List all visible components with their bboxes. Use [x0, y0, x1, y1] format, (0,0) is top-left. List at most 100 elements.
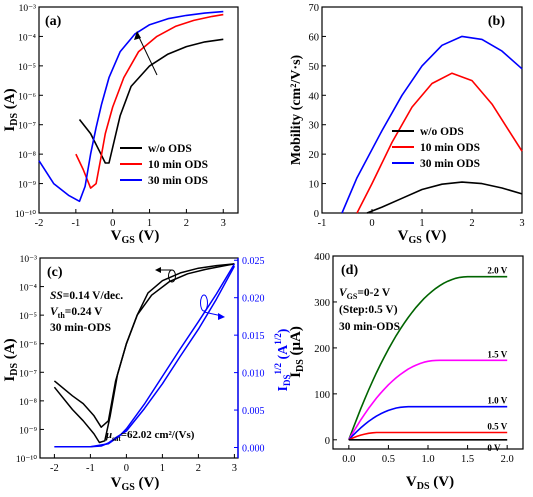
series-line — [341, 35, 523, 214]
x-tick-label: -1 — [318, 218, 327, 229]
y-axis-label: IDS (μA) — [288, 326, 306, 378]
series-line — [348, 359, 508, 441]
curve-label: 0 V — [487, 443, 501, 453]
curve-label: 1.0 V — [487, 396, 507, 406]
x-tick-label: -2 — [50, 463, 59, 474]
panel-a: -2 -1 0 1 2 3 10⁻¹⁰ 10⁻⁹ 10⁻⁸ 10⁻⁷ 10⁻⁶ 10⁻⁵ 10⁻⁴ 10⁻… — [2, 4, 239, 246]
y-tick-label: 50 — [309, 62, 320, 73]
y-tick-label: 60 — [309, 32, 320, 43]
y-tick-label: 10⁻⁴ — [19, 284, 38, 294]
plot-frame — [38, 6, 239, 214]
y-tick-label: 0 — [314, 209, 319, 220]
ss-annotation: SS=0.14 V/dec. — [50, 290, 123, 302]
curve-label: 1.5 V — [487, 349, 507, 359]
panel-label: (b) — [488, 14, 505, 29]
trend-arrow — [136, 32, 158, 76]
mobility-annotation: μsat=62.02 cm²/(Vs) — [105, 429, 195, 443]
y-tick-label: 100 — [314, 390, 330, 401]
x-axis-label: VGS (V) — [111, 475, 160, 493]
legend: w/o ODS 10 min ODS 30 min ODS — [392, 126, 480, 170]
x-tick-label: 0.5 — [382, 454, 395, 465]
y2-tick-label: 0.000 — [242, 444, 265, 455]
x-tick-label: 0 — [110, 218, 115, 229]
series-line — [38, 10, 224, 203]
y-tick-label: 10⁻³ — [19, 4, 37, 14]
y-axis-label: IDS (A) — [2, 88, 20, 131]
x-tick-label: 0 — [124, 463, 129, 474]
panel-d: 0.0 0.5 1.0 1.5 2.0 0 100 200 300 400 2.0 V 1.5 V 1… — [288, 252, 524, 492]
panel-label: (d) — [341, 263, 358, 278]
x-axis-label: VGS (V) — [111, 228, 160, 246]
y-tick-label: 10⁻¹⁰ — [16, 454, 37, 465]
x-tick-label: 1 — [419, 218, 424, 229]
plot-frame — [321, 6, 523, 214]
panel-label: (a) — [45, 14, 62, 29]
curve-marker — [200, 294, 208, 312]
series-line — [53, 263, 235, 444]
legend-label: 30 min ODS — [420, 158, 480, 170]
legend-label: 10 min ODS — [148, 159, 208, 171]
y-tick-label: 200 — [314, 344, 330, 355]
legend-label: 10 min ODS — [420, 142, 480, 154]
x-tick-label: 0.0 — [342, 454, 355, 465]
y-tick-label: 70 — [309, 3, 320, 14]
x-tick-label: 3 — [232, 463, 237, 474]
y-tick-label: 10⁻¹⁰ — [15, 209, 36, 220]
arrow-left-icon — [155, 267, 161, 273]
plot-frame — [39, 257, 239, 459]
series-line — [356, 72, 523, 214]
y-tick-label: 10⁻⁶ — [18, 92, 36, 102]
condition-annotation: 30 min-ODS — [339, 321, 400, 333]
y-tick-label: 10⁻⁹ — [19, 426, 38, 436]
vgs-annotation: VGS=0-2 V — [339, 287, 391, 301]
x-tick-label: 3 — [519, 218, 524, 229]
x-tick-label: 2 — [184, 218, 189, 229]
x-tick-label: -1 — [86, 463, 95, 474]
x-tick-label: 1 — [160, 463, 165, 474]
y-tick-label: 10⁻⁵ — [18, 63, 36, 73]
x-axis-label: VGS (V) — [398, 228, 447, 246]
y-tick-label: 0 — [325, 436, 330, 447]
x-tick-label: 3 — [221, 218, 226, 229]
y-tick-label: 300 — [314, 298, 330, 309]
y-tick-label: 40 — [309, 91, 320, 102]
condition-annotation: 30 min-ODS — [50, 322, 111, 334]
step-annotation: (Step:0.5 V) — [339, 304, 398, 316]
x-tick-label: -1 — [71, 218, 80, 229]
y2-tick-label: 0.025 — [242, 256, 265, 267]
series-line — [54, 265, 236, 448]
arrow-head-icon — [134, 31, 141, 40]
y-tick-label: 10⁻⁷ — [19, 369, 37, 379]
y-tick-label: 10 — [309, 180, 320, 191]
y2-axis-label: IDS1/2 (A1/2) — [273, 328, 292, 391]
x-tick-label: 1.5 — [461, 454, 474, 465]
x-tick-label: 1 — [147, 218, 152, 229]
curve-label: 2.0 V — [487, 266, 507, 276]
series-line — [348, 405, 508, 441]
series-line — [75, 13, 224, 189]
y-tick-label: 10⁻⁴ — [18, 33, 37, 43]
vth-annotation: Vth=0.24 V — [50, 306, 103, 320]
y-tick-label: 400 — [314, 252, 330, 263]
series-line — [78, 38, 224, 164]
y-tick-label: 30 — [309, 121, 320, 132]
y2-tick-label: 0.020 — [242, 294, 265, 305]
curve-label: 0.5 V — [487, 421, 507, 431]
x-tick-label: 0 — [369, 218, 374, 229]
x-tick-label: -2 — [35, 218, 44, 229]
y-tick-label: 20 — [309, 150, 320, 161]
panel-label: (c) — [47, 265, 63, 280]
y-tick-label: 10⁻⁶ — [19, 341, 37, 351]
y2-tick-label: 0.005 — [242, 406, 265, 417]
x-tick-label: 2.0 — [501, 454, 514, 465]
x-tick-label: 2 — [196, 463, 201, 474]
series-line — [53, 263, 235, 428]
y-tick-label: 10⁻⁵ — [19, 312, 37, 322]
panel-c: -2 -1 0 1 2 3 10⁻¹⁰ 10⁻⁹ 10⁻⁸ 10⁻⁷ 10⁻⁶ 10⁻⁵ 10⁻⁴ 10⁻… — [2, 255, 292, 493]
y-tick-label: 10⁻³ — [20, 255, 38, 265]
series-line — [366, 181, 523, 214]
y2-tick-label: 0.015 — [242, 331, 265, 342]
y-tick-label: 10⁻⁷ — [18, 122, 36, 132]
